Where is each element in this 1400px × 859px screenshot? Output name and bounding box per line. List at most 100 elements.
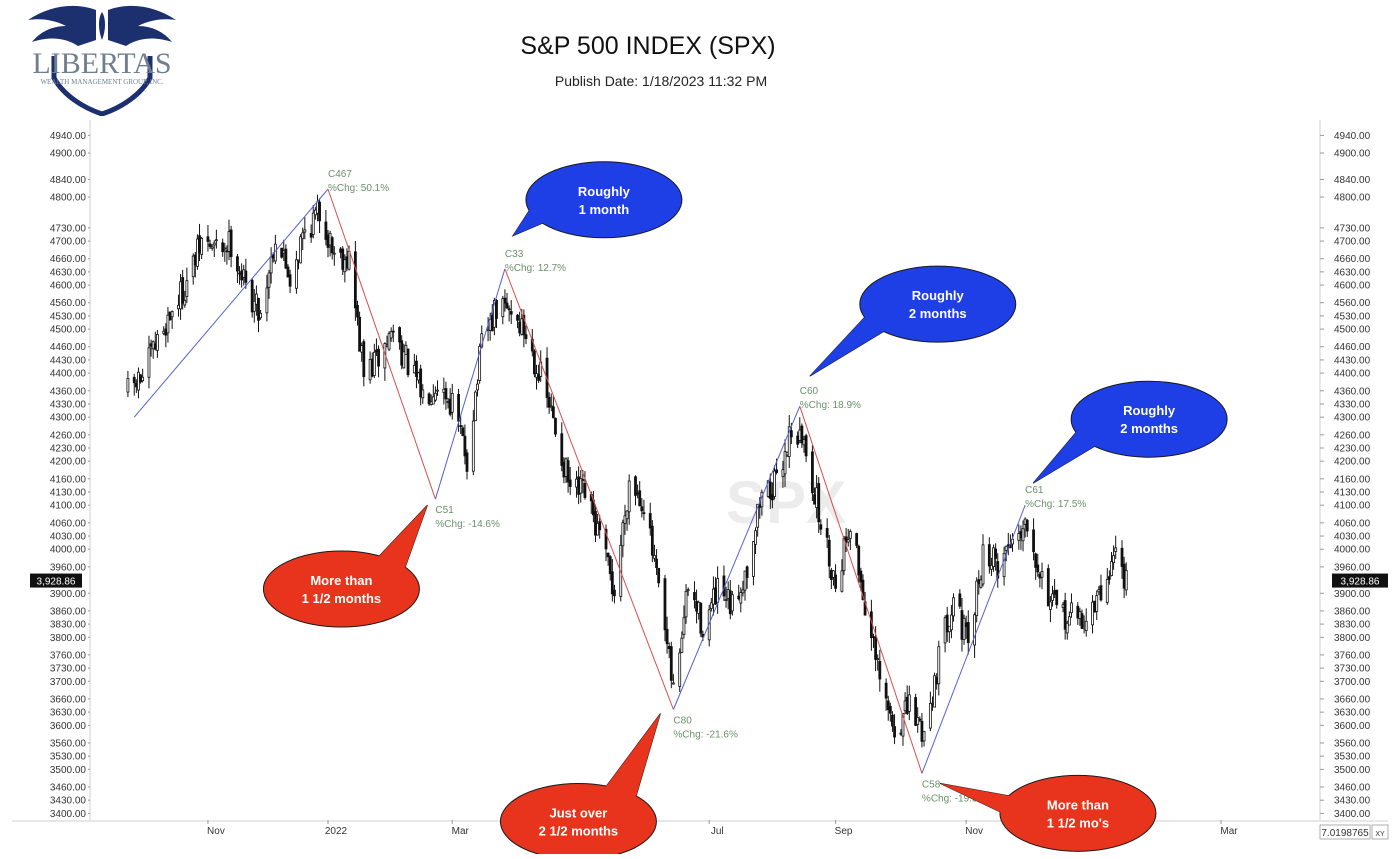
y-tick-label-left: 4330.00	[50, 399, 87, 410]
candle-body	[884, 682, 888, 699]
candle-body	[773, 470, 776, 498]
y-tick-label-left: 3560.00	[50, 738, 87, 749]
candle-body	[385, 344, 389, 347]
callout-bubble	[859, 265, 1017, 343]
candle-body	[663, 578, 667, 631]
candle-body	[554, 417, 557, 435]
y-tick-label-right: 3660.00	[1334, 694, 1371, 705]
candle-body	[1023, 518, 1027, 525]
candle-body	[920, 720, 924, 742]
candle-body	[840, 570, 844, 592]
y-tick-label-left: 4460.00	[50, 342, 87, 353]
callout-pointer-fill	[939, 783, 1017, 816]
publish-date: Publish Date: 1/18/2023 11:32 PM	[554, 73, 768, 89]
candle-body	[1065, 622, 1069, 634]
candle-body	[415, 360, 418, 377]
candle-body	[417, 372, 420, 381]
candle-body	[162, 330, 166, 334]
callout-pointer-fill	[376, 505, 428, 573]
candle-body	[813, 494, 816, 505]
y-tick-label-left: 4160.00	[50, 474, 87, 485]
y-tick-label-right: 4330.00	[1334, 399, 1371, 410]
candle-body	[642, 512, 646, 515]
candle-body	[667, 646, 671, 650]
x-tick-label: Sep	[835, 826, 853, 837]
y-tick-label-left: 3730.00	[50, 664, 87, 675]
current-price-tag-right	[1332, 573, 1388, 588]
candle-body	[280, 247, 284, 258]
callout-line-2: 1 1/2 months	[302, 591, 381, 606]
candle-body	[1122, 563, 1126, 589]
candle-body	[825, 527, 829, 538]
candle-body	[223, 247, 227, 250]
candle-body	[419, 368, 423, 398]
candle-body	[244, 270, 248, 283]
candle-body	[196, 238, 199, 267]
y-tick-label-right: 3800.00	[1334, 633, 1371, 644]
candle-body	[370, 358, 374, 377]
y-tick-label-left: 3860.00	[50, 606, 87, 617]
xy-toggle-button[interactable]	[1371, 824, 1389, 840]
candle-body	[901, 713, 905, 737]
x-tick-label: 2022	[325, 826, 348, 837]
candle-body	[360, 345, 364, 353]
callout-line-2: 2 months	[909, 306, 967, 321]
candle-body	[834, 574, 837, 589]
candle-body	[802, 439, 806, 446]
candle-body	[318, 201, 321, 222]
candle-body	[579, 478, 583, 494]
y-tick-label-right: 4260.00	[1334, 430, 1371, 441]
candle-body	[952, 597, 955, 617]
candle-body	[745, 566, 749, 579]
candle-body	[789, 430, 793, 438]
candle-body	[1097, 589, 1101, 593]
candle-body	[842, 538, 846, 571]
x-tick-label: Mar	[1220, 826, 1238, 837]
y-tick-label-right: 4700.00	[1334, 237, 1371, 248]
y-tick-label-left: 4940.00	[50, 131, 87, 142]
y-tick-label-left: 4630.00	[50, 267, 87, 278]
candle-body	[495, 299, 498, 319]
candle-body	[250, 279, 254, 313]
candle-body	[888, 705, 892, 714]
pivot-leg-line	[434, 268, 506, 500]
callout-line-1: More than	[310, 573, 372, 588]
y-tick-label-right: 3460.00	[1334, 782, 1371, 793]
candle-body	[960, 610, 964, 640]
candle-body	[313, 209, 317, 216]
candle-body	[1055, 589, 1059, 606]
y-tick-label-right: 3530.00	[1334, 752, 1371, 763]
candle-body	[682, 617, 686, 635]
current-price-tag-left	[30, 573, 82, 588]
candle-body	[594, 510, 597, 536]
candle-body	[739, 592, 743, 604]
chart-header: LIBERTAS WEALTH MANAGEMENT GROUP, INC. S…	[0, 0, 1400, 118]
candle-body	[442, 388, 446, 393]
candle-body	[465, 452, 469, 472]
candle-body	[655, 558, 658, 569]
candle-body	[463, 435, 467, 457]
candle-body	[598, 521, 602, 531]
y-tick-label-right: 4800.00	[1334, 193, 1371, 204]
candle-body	[804, 435, 808, 457]
candle-body	[596, 522, 599, 536]
candle-body	[627, 480, 631, 513]
y-tick-label-left: 3900.00	[50, 589, 87, 600]
candle-body	[728, 590, 732, 615]
pivot-pct-change: %Chg: -14.6%	[435, 519, 500, 530]
callout-line-1: Roughly	[578, 184, 631, 199]
candle-body	[330, 237, 334, 254]
candle-body	[832, 570, 835, 578]
callout-bubble	[1070, 380, 1228, 458]
candle-body	[400, 340, 404, 366]
candle-body	[181, 277, 185, 304]
y-tick-label-right: 4560.00	[1334, 298, 1371, 309]
y-tick-label-left: 3800.00	[50, 633, 87, 644]
candle-body	[139, 374, 142, 383]
candle-body	[987, 544, 991, 567]
y-tick-label-right: 4530.00	[1334, 311, 1371, 322]
candle-body	[168, 311, 172, 321]
candle-body	[1095, 595, 1099, 612]
